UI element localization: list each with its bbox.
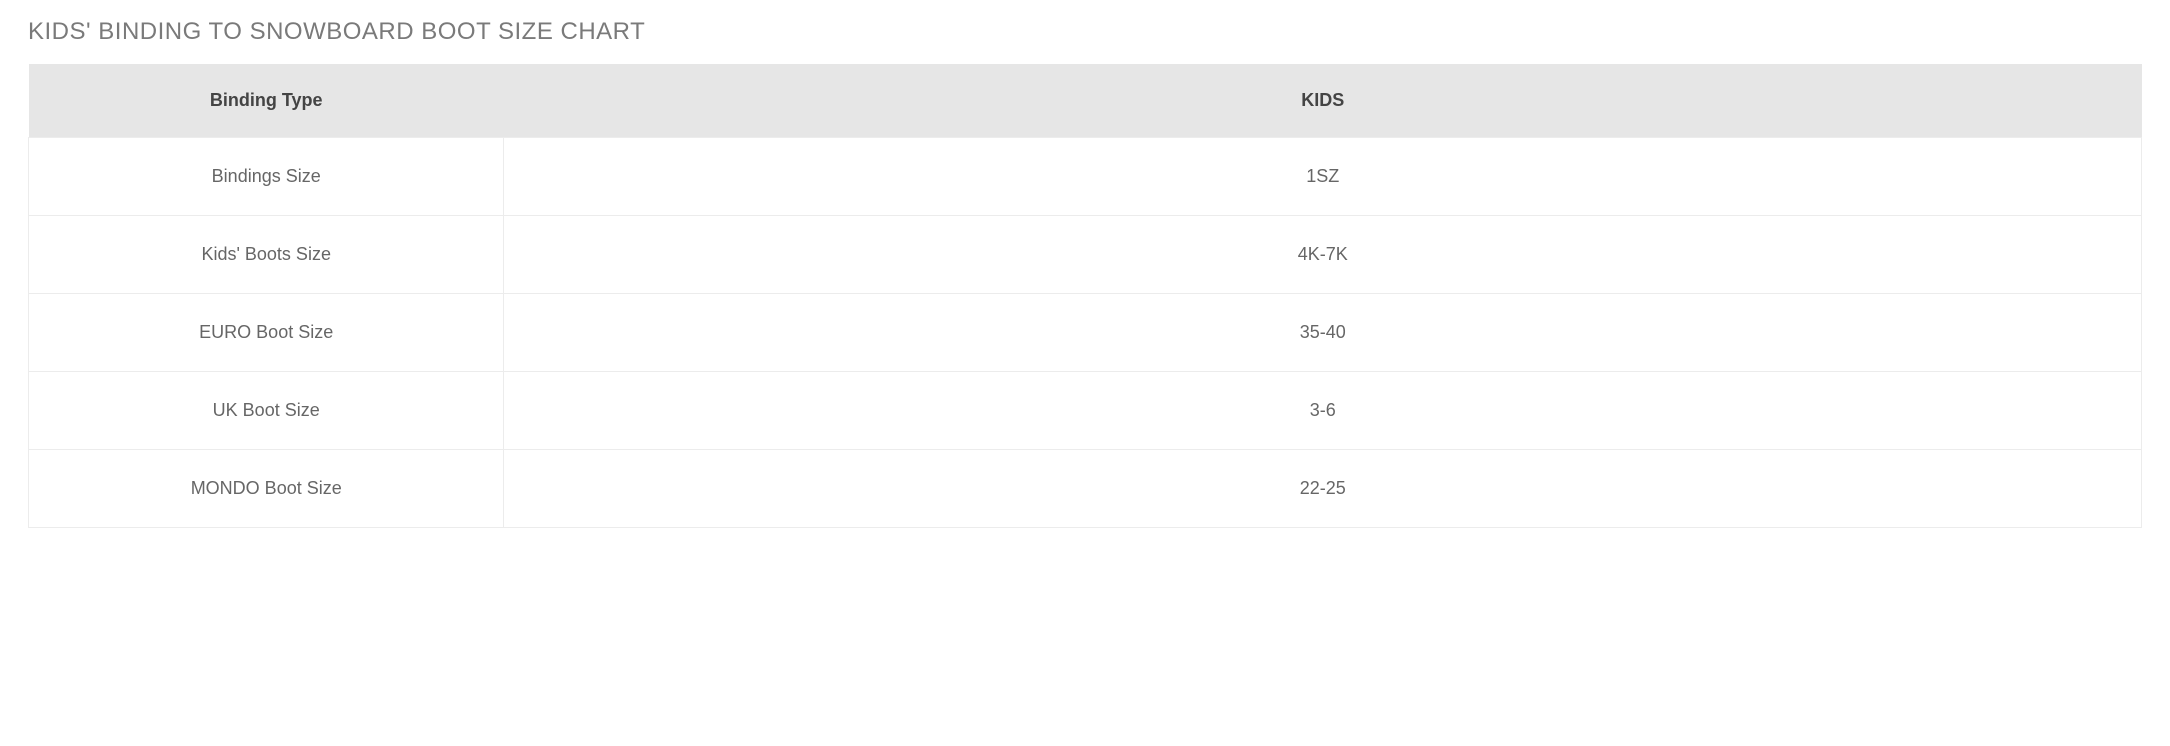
size-chart-table: Binding Type KIDS Bindings Size 1SZ Kids… xyxy=(28,64,2142,528)
table-row: EURO Boot Size 35-40 xyxy=(29,294,2142,372)
row-value: 3-6 xyxy=(504,372,2142,450)
row-label: Kids' Boots Size xyxy=(29,216,504,294)
row-label: UK Boot Size xyxy=(29,372,504,450)
chart-title: KIDS' BINDING TO SNOWBOARD BOOT SIZE CHA… xyxy=(28,18,2142,46)
row-value: 35-40 xyxy=(504,294,2142,372)
col-header-kids: KIDS xyxy=(504,64,2142,138)
table-row: MONDO Boot Size 22-25 xyxy=(29,450,2142,528)
row-value: 1SZ xyxy=(504,138,2142,216)
table-row: UK Boot Size 3-6 xyxy=(29,372,2142,450)
row-value: 4K-7K xyxy=(504,216,2142,294)
col-header-binding-type: Binding Type xyxy=(29,64,504,138)
row-label: MONDO Boot Size xyxy=(29,450,504,528)
row-label: Bindings Size xyxy=(29,138,504,216)
row-value: 22-25 xyxy=(504,450,2142,528)
table-row: Bindings Size 1SZ xyxy=(29,138,2142,216)
table-header-row: Binding Type KIDS xyxy=(29,64,2142,138)
row-label: EURO Boot Size xyxy=(29,294,504,372)
table-row: Kids' Boots Size 4K-7K xyxy=(29,216,2142,294)
